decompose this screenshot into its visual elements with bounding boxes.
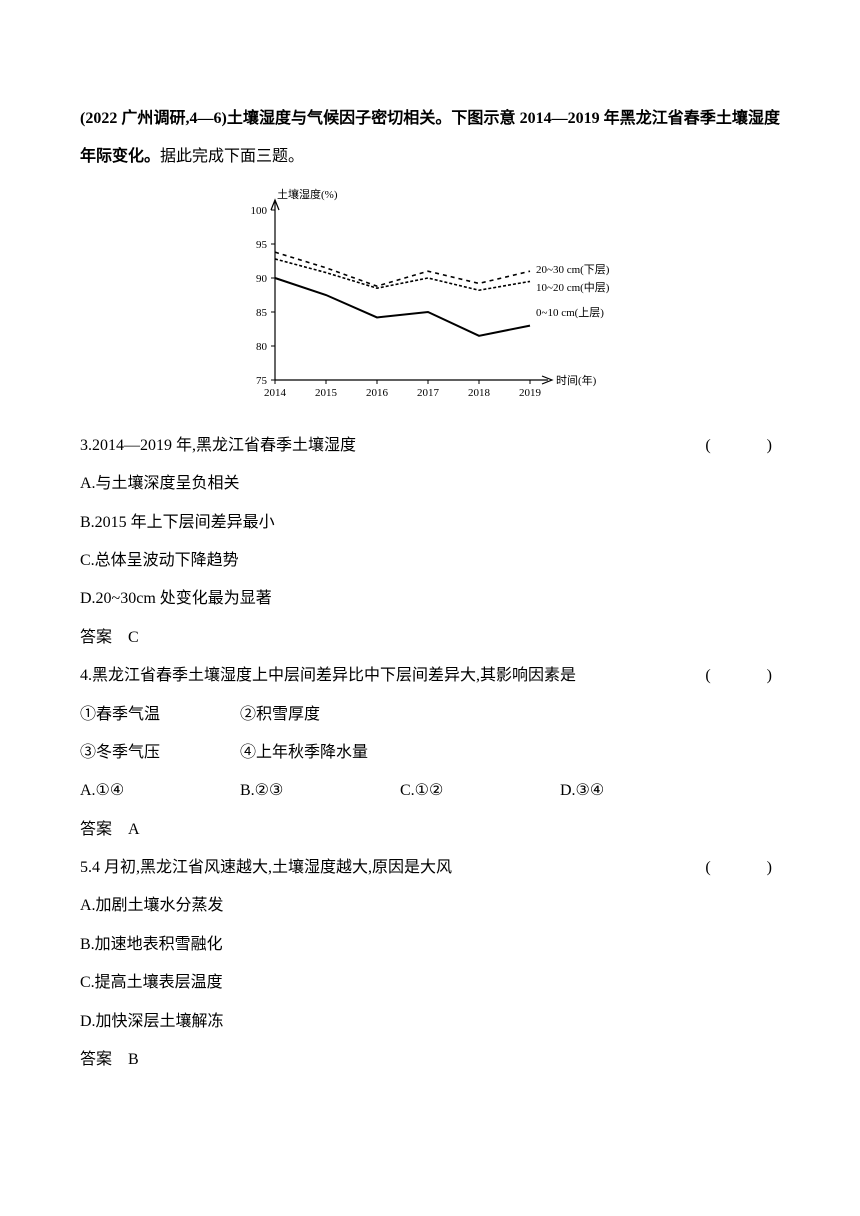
q3-option-c: C.总体呈波动下降趋势: [80, 542, 780, 580]
svg-text:10~20 cm(中层): 10~20 cm(中层): [536, 281, 610, 294]
q3-stem: 3.2014—2019 年,黑龙江省春季土壤湿度: [80, 427, 356, 465]
q3-marker: ( ): [705, 427, 780, 465]
q5-stem: 5.4 月初,黑龙江省风速越大,土壤湿度越大,原因是大风: [80, 849, 452, 887]
svg-text:90: 90: [256, 273, 268, 285]
q4-marker: ( ): [705, 657, 780, 695]
q5-option-a: A.加剧土壤水分蒸发: [80, 887, 780, 925]
q4-factor-1: ①春季气温: [80, 696, 160, 734]
q5-marker: ( ): [705, 849, 780, 887]
intro-paragraph: (2022 广州调研,4—6)土壤湿度与气候因子密切相关。下图示意 2014—2…: [80, 100, 780, 177]
q4-factor-4: ④上年秋季降水量: [240, 734, 368, 772]
q4-option-b: B.②③: [240, 772, 330, 810]
soil-humidity-chart: 75 80 85 90 95 100 2014 2015 2016 2017 2018 2019 土壤湿…: [220, 185, 640, 415]
svg-text:2014: 2014: [264, 387, 287, 399]
svg-text:0~10 cm(上层): 0~10 cm(上层): [536, 306, 604, 319]
q4-options-row: A.①④ B.②③ C.①② D.③④: [80, 772, 780, 810]
svg-text:2016: 2016: [366, 387, 389, 399]
svg-text:80: 80: [256, 341, 268, 353]
q3-option-d: D.20~30cm 处变化最为显著: [80, 580, 780, 618]
q4-stem-line: 4.黑龙江省春季土壤湿度上中层间差异比中下层间差异大,其影响因素是 ( ): [80, 657, 780, 695]
svg-text:95: 95: [256, 239, 268, 251]
q5-stem-line: 5.4 月初,黑龙江省风速越大,土壤湿度越大,原因是大风 ( ): [80, 849, 780, 887]
q3-option-a: A.与土壤深度呈负相关: [80, 465, 780, 503]
q4-option-c: C.①②: [400, 772, 490, 810]
svg-text:75: 75: [256, 375, 268, 387]
svg-text:20~30 cm(下层): 20~30 cm(下层): [536, 263, 610, 276]
q5-option-b: B.加速地表积雪融化: [80, 926, 780, 964]
svg-text:土壤湿度(%): 土壤湿度(%): [277, 187, 338, 201]
q4-option-a: A.①④: [80, 772, 170, 810]
intro-tail: 据此完成下面三题。: [160, 148, 304, 165]
q4-stem: 4.黑龙江省春季土壤湿度上中层间差异比中下层间差异大,其影响因素是: [80, 657, 576, 695]
q4-factor-3: ③冬季气压: [80, 734, 160, 772]
svg-text:2015: 2015: [315, 387, 338, 399]
q4-factor-2: ②积雪厚度: [240, 696, 320, 734]
q4-factor-row-2: ③冬季气压 ④上年秋季降水量: [80, 734, 780, 772]
q3-answer: 答案 C: [80, 619, 780, 657]
svg-text:2019: 2019: [519, 387, 542, 399]
svg-text:2017: 2017: [417, 387, 440, 399]
q3-option-b: B.2015 年上下层间差异最小: [80, 504, 780, 542]
q5-option-c: C.提高土壤表层温度: [80, 964, 780, 1002]
svg-text:2018: 2018: [468, 387, 491, 399]
q5-option-d: D.加快深层土壤解冻: [80, 1003, 780, 1041]
q4-option-d: D.③④: [560, 772, 650, 810]
svg-text:时间(年): 时间(年): [556, 373, 597, 387]
q3-stem-line: 3.2014—2019 年,黑龙江省春季土壤湿度 ( ): [80, 427, 780, 465]
chart-container: 75 80 85 90 95 100 2014 2015 2016 2017 2018 2019 土壤湿…: [80, 185, 780, 415]
q4-answer: 答案 A: [80, 811, 780, 849]
svg-text:100: 100: [251, 205, 268, 217]
svg-text:85: 85: [256, 307, 268, 319]
q4-factor-row-1: ①春季气温 ②积雪厚度: [80, 696, 780, 734]
q5-answer: 答案 B: [80, 1041, 780, 1079]
